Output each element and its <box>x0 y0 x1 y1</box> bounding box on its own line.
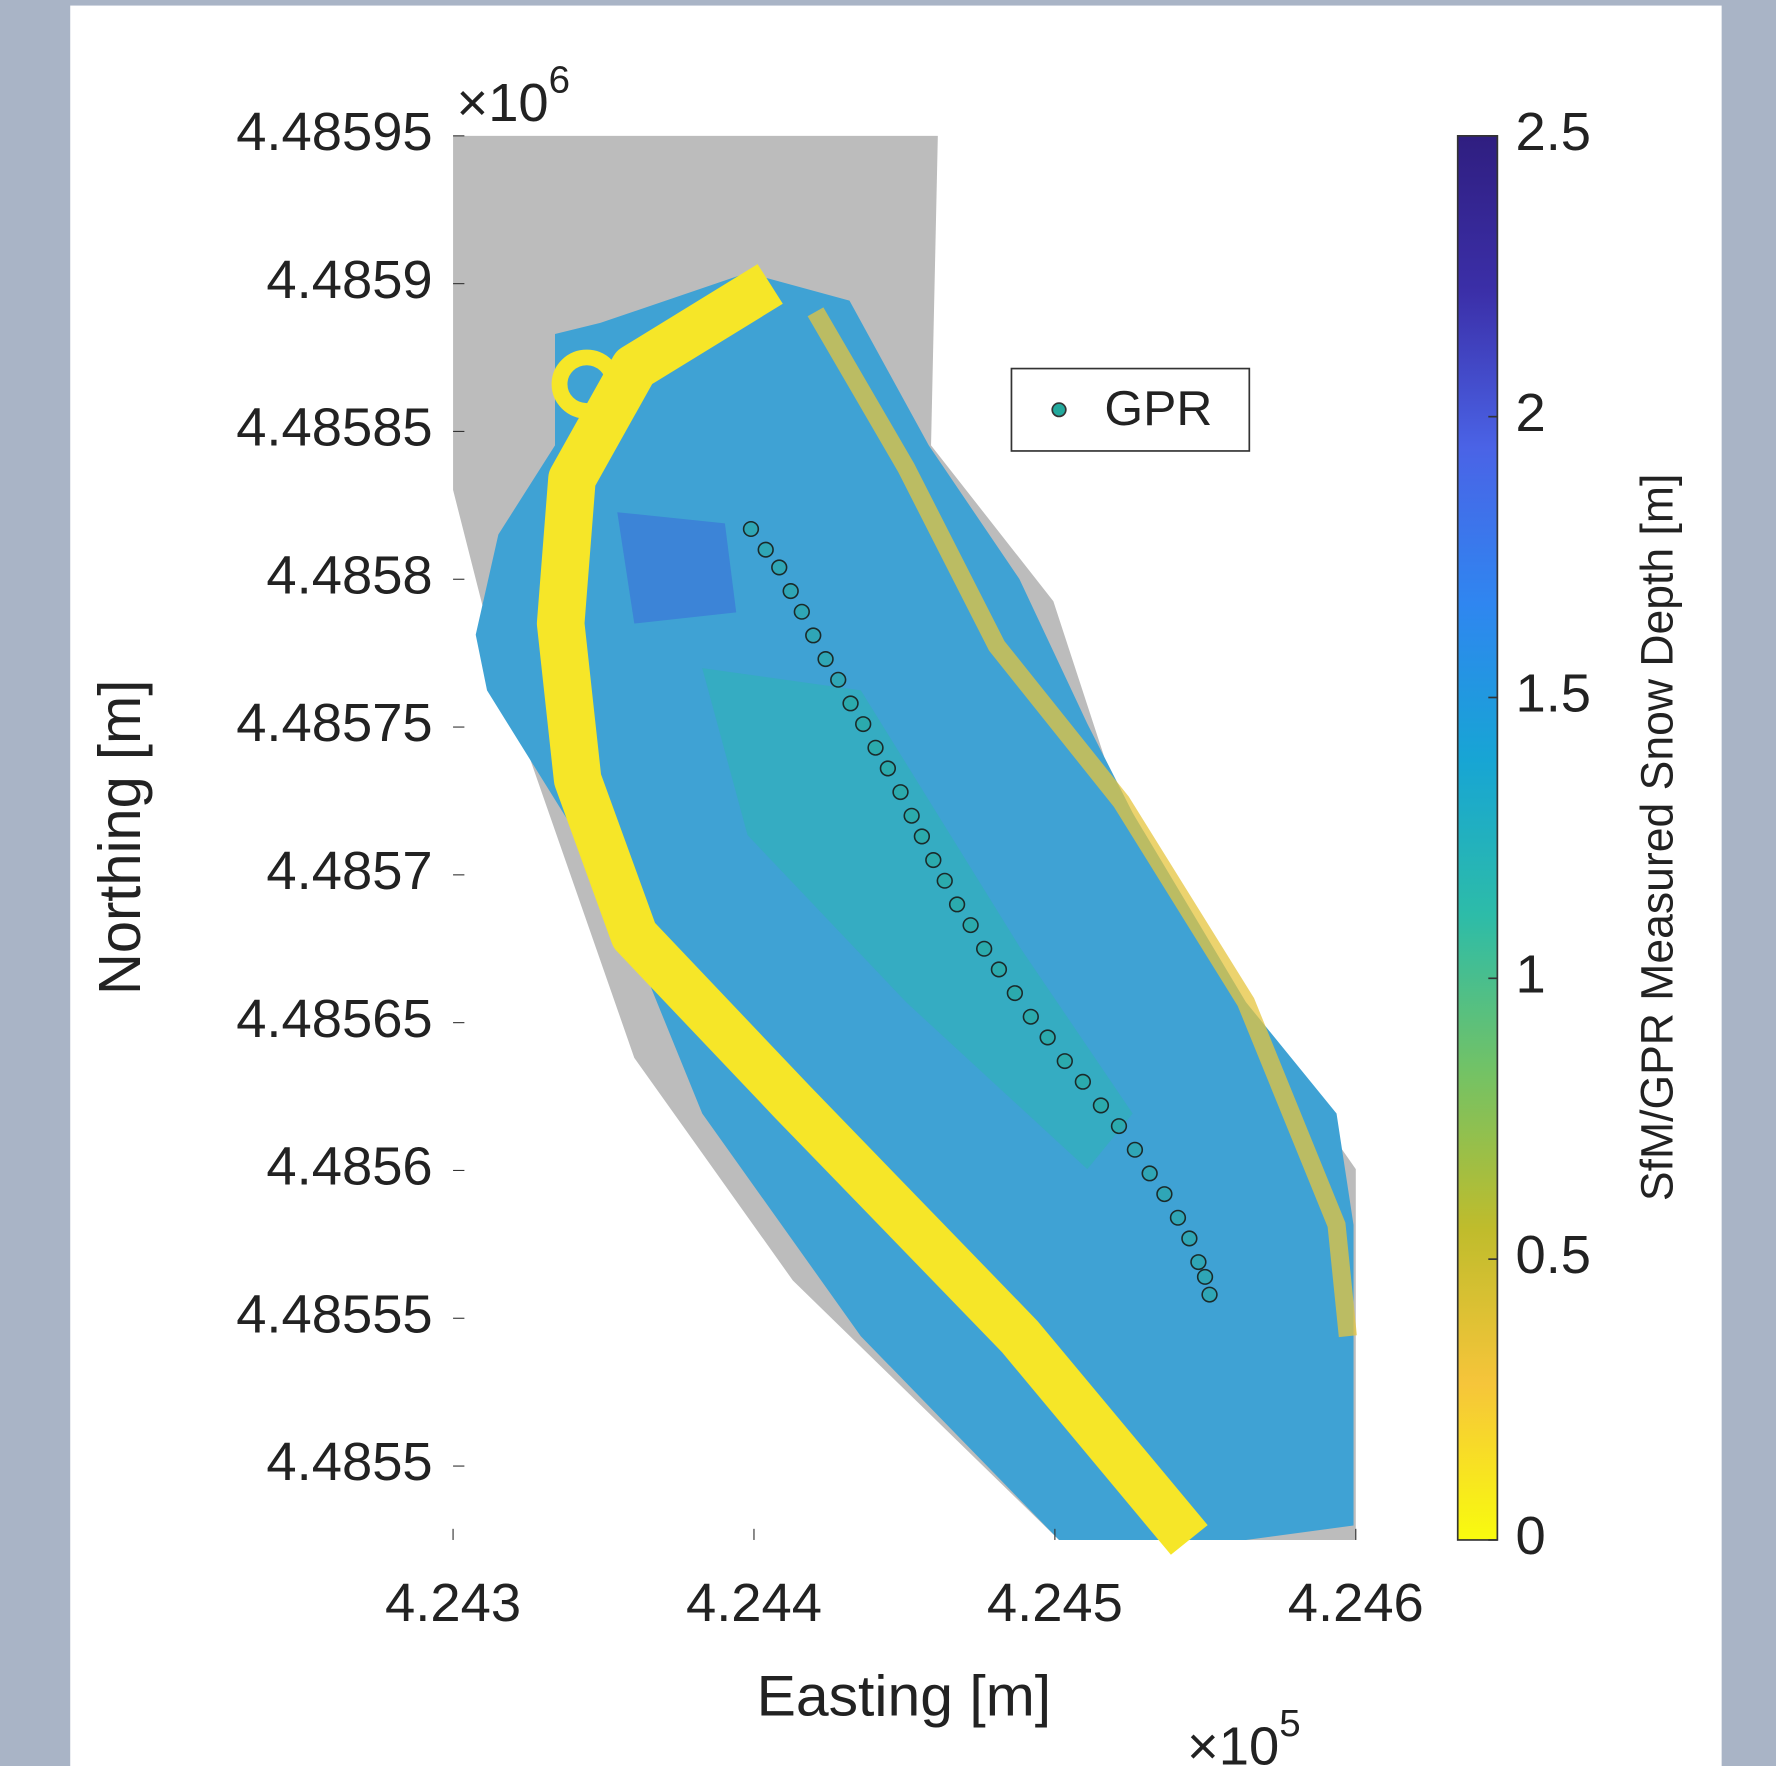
x-multiplier: ×105 <box>1187 1702 1301 1766</box>
y-tick-label: 4.4856 <box>266 1137 432 1196</box>
gpr-point <box>1181 1230 1198 1247</box>
gpr-point <box>892 784 909 801</box>
gpr-point <box>879 760 897 777</box>
gpr-point <box>855 716 872 733</box>
y-tick-label: 4.4855 <box>266 1433 432 1492</box>
gpr-point <box>1039 1029 1056 1046</box>
colorbar-tick-label: 2.5 <box>1515 102 1591 161</box>
road-loop <box>551 349 622 419</box>
gpr-point <box>782 583 799 600</box>
deep-snow-patch <box>617 512 737 624</box>
y-tick-label: 4.4859 <box>266 250 432 309</box>
gpr-point <box>757 541 774 558</box>
gpr-point <box>1056 1053 1073 1070</box>
gpr-point <box>867 739 884 756</box>
x-multiplier-power: 5 <box>1279 1702 1300 1745</box>
gpr-point <box>903 807 920 824</box>
x-tick-label: 4.243 <box>385 1573 521 1632</box>
y-multiplier-power: 6 <box>549 59 570 102</box>
y-tick-label: 4.4858 <box>266 546 432 605</box>
legend: GPR <box>1010 367 1251 452</box>
legend-box <box>1010 367 1251 452</box>
colorbar-tick-label: 1.5 <box>1515 664 1591 723</box>
y-tick-label: 4.48575 <box>236 694 432 753</box>
gpr-point <box>1190 1254 1207 1271</box>
gpr-point <box>817 651 834 668</box>
gpr-point <box>1169 1209 1187 1226</box>
gpr-point <box>1110 1118 1128 1135</box>
y-axis-label: Northing [m] <box>88 680 154 995</box>
gpr-point <box>976 940 993 957</box>
colorbar-tick-label: 0.5 <box>1515 1226 1591 1285</box>
y-tick-label: 4.48555 <box>236 1285 432 1344</box>
gpr-point <box>936 872 953 889</box>
gpr-point <box>842 695 859 712</box>
gpr-point <box>1196 1268 1214 1285</box>
y-multiplier: ×106 <box>456 59 570 133</box>
legend-marker <box>1051 402 1067 418</box>
gpr-point <box>793 603 810 620</box>
plot-area: 4.243 4.244 4.245 4.246 4.4855 4.48555 4.4856 4… <box>236 102 1591 1632</box>
colorbar-tick-label: 0 <box>1515 1506 1545 1565</box>
x-tick-label: 4.246 <box>1288 1573 1424 1632</box>
gpr-point <box>913 828 931 845</box>
colorbar-label: SfM/GPR Measured Snow Depth [m] <box>1631 474 1682 1201</box>
x-tick-label: 4.244 <box>686 1573 822 1632</box>
gpr-point <box>948 896 966 913</box>
colorbar-tick-label: 2 <box>1515 383 1545 442</box>
y-tick-label: 4.4857 <box>266 841 432 900</box>
gpr-point <box>1074 1073 1092 1090</box>
gpr-point <box>962 917 979 934</box>
gpr-point <box>1156 1186 1173 1203</box>
gpr-point <box>990 961 1008 978</box>
y-tick-label: 4.48595 <box>236 102 432 161</box>
gpr-point <box>1141 1165 1158 1182</box>
gpr-point <box>1126 1141 1144 1158</box>
gpr-point <box>771 559 788 576</box>
gpr-point <box>1022 1008 1039 1025</box>
shallow-band <box>807 307 1357 1338</box>
x-multiplier-base: ×10 <box>1187 1717 1279 1766</box>
colorbar <box>1456 135 1499 1541</box>
y-tick-label: 4.48565 <box>236 989 432 1048</box>
gpr-point <box>1006 985 1024 1002</box>
gpr-point <box>925 852 942 869</box>
mid-snow-patch <box>702 668 1133 1170</box>
gpr-point <box>805 627 822 644</box>
gpr-point <box>742 520 760 538</box>
gpr-point <box>1092 1097 1110 1114</box>
y-tick-label: 4.48585 <box>236 398 432 457</box>
gpr-point <box>830 671 847 688</box>
gpr-point <box>1201 1286 1218 1303</box>
legend-label: GPR <box>1104 381 1212 436</box>
y-multiplier-base: ×10 <box>456 73 548 132</box>
x-tick-label: 4.245 <box>987 1573 1123 1632</box>
colorbar-tick-label: 1 <box>1515 945 1545 1004</box>
x-axis-label: Easting [m] <box>757 1664 1052 1728</box>
map-raster <box>453 135 1357 1555</box>
